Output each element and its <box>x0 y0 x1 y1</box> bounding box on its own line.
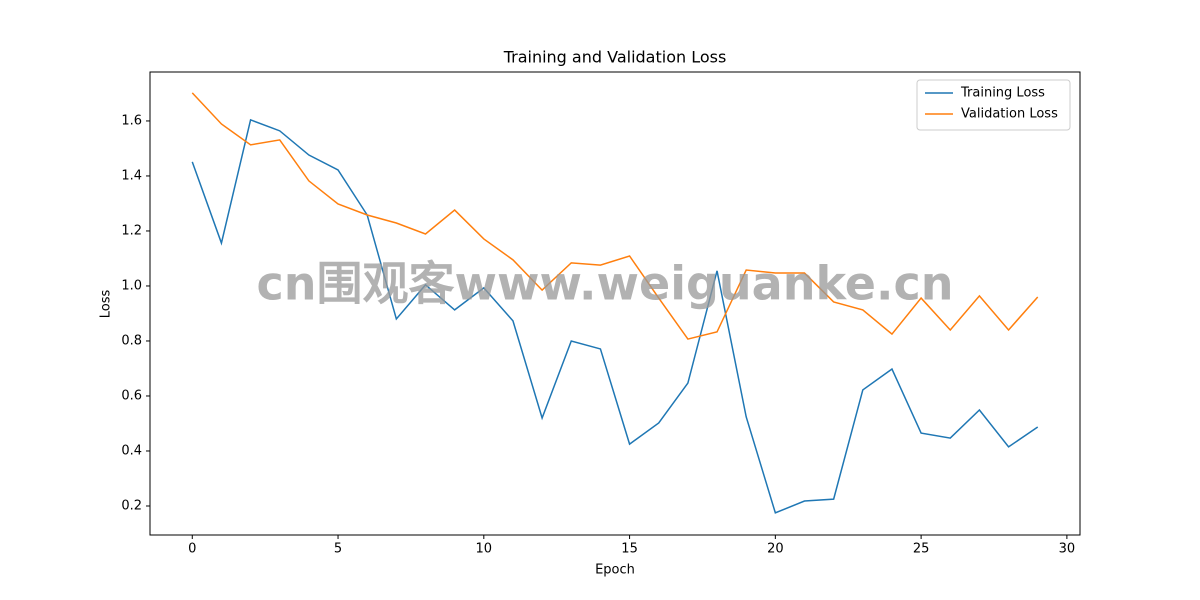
x-tick-label: 10 <box>476 542 493 557</box>
y-tick-label: 1.2 <box>121 223 142 238</box>
y-tick-label: 0.4 <box>121 443 142 458</box>
y-tick-label: 1.4 <box>121 168 142 183</box>
x-tick-label: 30 <box>1059 542 1076 557</box>
legend-label: Validation Loss <box>961 107 1058 122</box>
series-line <box>191 118 1039 514</box>
plot-frame <box>149 71 1081 536</box>
series-line <box>191 92 1039 340</box>
x-axis-label: Epoch <box>595 563 635 578</box>
y-tick-label: 0.8 <box>121 333 142 348</box>
legend-label: Training Loss <box>960 86 1045 101</box>
x-tick-label: 15 <box>621 542 638 557</box>
x-tick-label: 5 <box>334 542 342 557</box>
y-tick-label: 1.6 <box>121 113 142 128</box>
y-tick-label: 1.0 <box>121 278 142 293</box>
y-tick-label: 0.2 <box>121 498 142 513</box>
y-tick-label: 0.6 <box>121 388 142 403</box>
y-axis-label: Loss <box>99 290 114 319</box>
legend-box <box>916 79 1071 131</box>
chart-title: Training and Validation Loss <box>503 48 727 67</box>
x-tick-label: 0 <box>188 542 196 557</box>
x-tick-label: 25 <box>913 542 930 557</box>
x-tick-label: 20 <box>767 542 784 557</box>
watermark: cn围观客www.weiguanke.cn <box>256 257 953 311</box>
